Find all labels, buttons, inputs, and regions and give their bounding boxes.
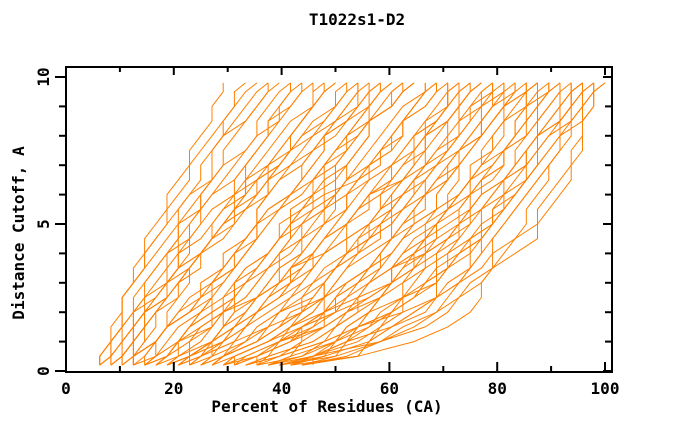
y-tick-label: 0 <box>34 366 53 376</box>
model-curve <box>301 82 595 366</box>
model-curve <box>290 82 595 366</box>
model-curve <box>279 82 572 366</box>
model-curve <box>144 82 392 366</box>
model-curve <box>166 82 426 366</box>
model-curve <box>132 82 359 366</box>
plot-border <box>65 66 613 373</box>
model-curve <box>99 82 269 366</box>
model-curve <box>267 82 561 366</box>
plot-curves <box>99 82 606 366</box>
x-axis-title: Percent of Residues (CA) <box>211 397 442 416</box>
x-tick-label: 0 <box>61 379 71 398</box>
model-curve <box>290 82 583 366</box>
x-tick-label: 60 <box>380 379 399 398</box>
model-curve <box>290 82 583 366</box>
model-curve <box>99 82 224 366</box>
model-curve <box>301 82 606 366</box>
model-curve <box>133 82 370 366</box>
model-curve <box>234 82 527 366</box>
model-curve <box>245 82 538 366</box>
x-tick-label: 20 <box>164 379 183 398</box>
x-tick-label: 100 <box>591 379 620 398</box>
model-curve <box>312 82 606 366</box>
chart-title: T1022s1-D2 <box>309 10 405 29</box>
model-curve <box>99 82 280 366</box>
model-curve <box>200 82 482 366</box>
y-tick-label: 5 <box>34 219 53 229</box>
plot-axes: 0 20 40 60 80 100 0 5 10 <box>34 66 620 398</box>
y-tick-label: 10 <box>34 67 53 86</box>
y-axis-title: Distance Cutoff, A <box>9 146 28 320</box>
x-tick-label: 80 <box>488 379 507 398</box>
x-tick-label: 40 <box>272 379 291 398</box>
model-curve <box>166 82 415 366</box>
model-curve <box>110 82 303 366</box>
